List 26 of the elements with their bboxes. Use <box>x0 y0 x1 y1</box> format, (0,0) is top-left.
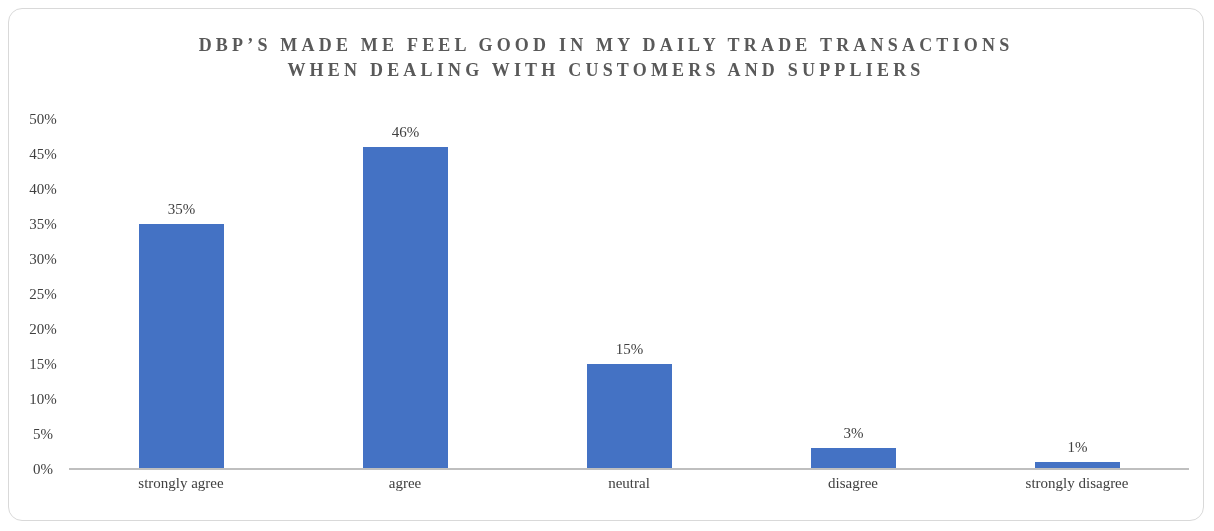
x-tick-label: disagree <box>828 474 879 491</box>
y-tick-label: 20% <box>29 321 57 338</box>
data-label: 15% <box>615 341 644 357</box>
y-tick-label: 15% <box>29 356 57 373</box>
data-label: 35% <box>167 201 196 217</box>
y-tick-label: 45% <box>29 146 57 163</box>
y-tick-label: 50% <box>29 111 57 128</box>
data-label: 46% <box>391 124 420 140</box>
y-tick-label: 35% <box>29 216 57 233</box>
bar <box>139 224 224 469</box>
x-tick-label: neutral <box>608 474 650 491</box>
y-tick-label: 10% <box>29 391 57 408</box>
y-tick-label: 30% <box>29 251 57 268</box>
chart-title: DBP’S MADE ME FEEL GOOD IN MY DAILY TRADE TRANSACTIONS WHEN DEALING WITH CUSTOMERS AND SUPPLIERS <box>197 34 1015 82</box>
y-tick-label: 0% <box>33 461 53 478</box>
y-tick-label: 40% <box>29 181 57 198</box>
y-tick-label: 25% <box>29 286 57 303</box>
x-tick-label: strongly agree <box>138 474 225 491</box>
data-label: 1% <box>1067 439 1088 455</box>
bar <box>363 147 448 469</box>
data-label: 3% <box>843 425 864 441</box>
y-tick-label: 5% <box>33 426 53 443</box>
x-tick-label: strongly disagree <box>1025 474 1129 491</box>
x-tick-label: agree <box>388 474 422 491</box>
bar <box>811 448 896 469</box>
bar <box>587 364 672 469</box>
